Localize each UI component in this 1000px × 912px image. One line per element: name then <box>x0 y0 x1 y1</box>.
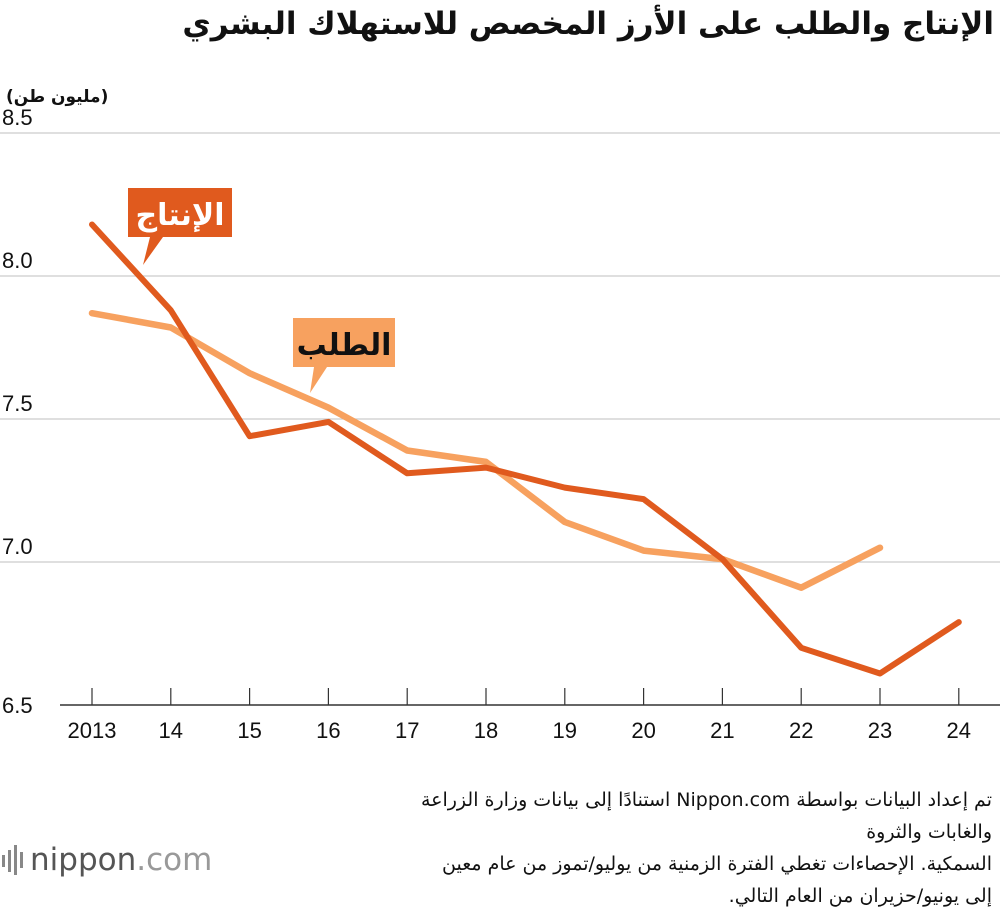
x-tick-label-23: 23 <box>868 718 892 743</box>
x-tick-label-17: 17 <box>395 718 419 743</box>
x-tick-label-24: 24 <box>947 718 971 743</box>
series-lines <box>88 221 962 677</box>
x-ticks: 2013 14 15 16 17 18 19 20 21 22 23 24 <box>68 688 971 743</box>
source-note: تم إعداد البيانات بواسطة Nippon.com استن… <box>392 784 992 912</box>
logo-text: nippon <box>30 842 137 878</box>
y-tick-label-8.0: 8.0 <box>2 248 33 273</box>
demand-label: الطلب <box>297 328 392 363</box>
x-tick-label-21: 21 <box>710 718 734 743</box>
grid-lines <box>0 132 1000 706</box>
logo-suffix: .com <box>136 842 213 878</box>
y-tick-label-6.5: 6.5 <box>2 693 33 718</box>
y-tick-label-8.5: 8.5 <box>2 105 33 130</box>
y-tick-labels: 8.5 8.0 7.5 7.0 6.5 <box>2 105 33 718</box>
chart-title: الإنتاج والطلب على الأرز المخصص للاستهلا… <box>182 6 994 42</box>
x-tick-label-20: 20 <box>631 718 655 743</box>
nippon-logo-icon <box>2 845 23 875</box>
source-line-1: تم إعداد البيانات بواسطة Nippon.com استن… <box>420 789 992 843</box>
y-tick-label-7.5: 7.5 <box>2 391 33 416</box>
x-tick-label-19: 19 <box>553 718 577 743</box>
demand-line <box>88 309 884 591</box>
x-tick-label-2013: 2013 <box>68 718 117 743</box>
nippon-logo: nippon .com <box>2 842 212 878</box>
source-line-3: إلى يونيو/حزيران من العام التالي. <box>728 885 992 907</box>
x-tick-label-18: 18 <box>474 718 498 743</box>
x-tick-label-15: 15 <box>237 718 261 743</box>
chart: 2013 14 15 16 17 18 19 20 21 22 23 24 8.5 8.0 7.5 7.0 6… <box>0 87 1000 743</box>
y-axis-unit-label: (مليون طن) <box>6 87 108 107</box>
production-label: الإنتاج <box>135 198 224 233</box>
x-tick-label-16: 16 <box>316 718 340 743</box>
production-line <box>89 221 962 677</box>
production-callout: الإنتاج <box>128 188 232 265</box>
x-tick-label-14: 14 <box>159 718 183 743</box>
demand-callout: الطلب <box>293 318 395 393</box>
y-tick-label-7.0: 7.0 <box>2 534 33 559</box>
x-tick-label-22: 22 <box>789 718 813 743</box>
source-line-2: السمكية. الإحصاءات تغطي الفترة الزمنية م… <box>442 853 992 875</box>
